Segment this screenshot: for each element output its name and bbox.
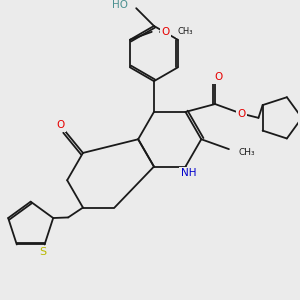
Text: O: O	[161, 27, 170, 37]
Text: O: O	[56, 120, 64, 130]
Text: HO: HO	[112, 0, 128, 10]
Text: CH₃: CH₃	[177, 27, 193, 36]
Text: NH: NH	[181, 169, 196, 178]
Text: CH₃: CH₃	[239, 148, 255, 157]
Text: S: S	[39, 248, 46, 257]
Text: O: O	[214, 72, 222, 82]
Text: O: O	[238, 109, 246, 119]
